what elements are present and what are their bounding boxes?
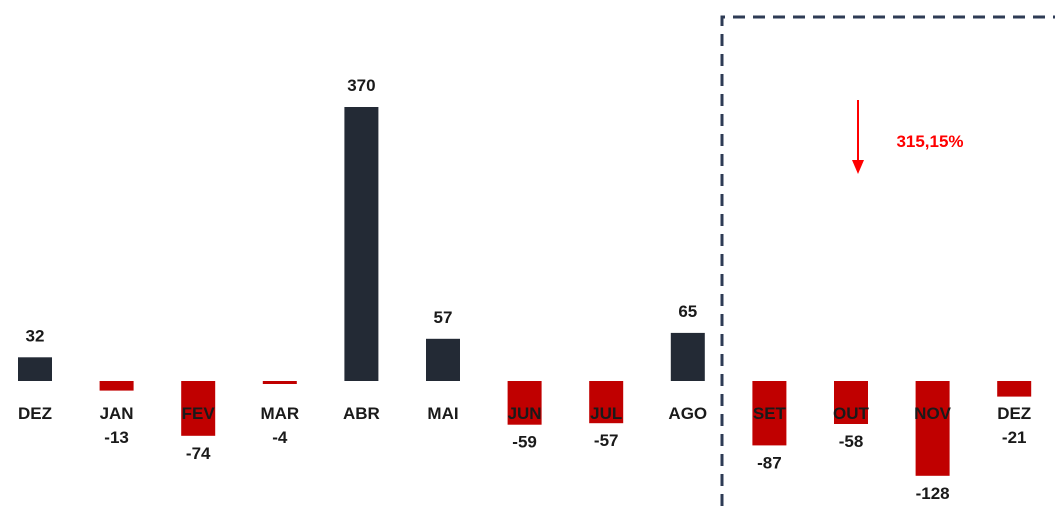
annotation-group: 315,15% <box>852 100 964 174</box>
category-label: MAR <box>260 404 299 423</box>
category-label: DEZ <box>997 404 1031 423</box>
value-label: 32 <box>26 326 45 345</box>
value-label: -74 <box>186 444 211 463</box>
category-label: SET <box>753 404 787 423</box>
bar-jan-1 <box>99 381 134 391</box>
bar-mar-3 <box>262 381 297 384</box>
category-label: ABR <box>343 404 380 423</box>
category-label: JAN <box>100 404 134 423</box>
bar-out-10 <box>834 381 868 424</box>
bars-layer <box>18 107 1032 476</box>
category-label: MAI <box>427 404 458 423</box>
labels-layer: DEZ 32 JAN -13 FEV -74 MAR -4 ABR 370 MAI 57 JUN -59 J… <box>18 76 1031 503</box>
value-label: 57 <box>434 308 453 327</box>
value-label: -21 <box>1002 428 1027 447</box>
value-label: -58 <box>839 432 864 451</box>
bar-set-9 <box>752 381 787 446</box>
bar-jul-7 <box>589 381 624 424</box>
value-label: -13 <box>104 428 129 447</box>
value-label: -57 <box>594 431 619 450</box>
value-label: -59 <box>512 433 537 452</box>
bar-nov-11 <box>915 381 950 476</box>
bar-mai-5 <box>426 338 460 381</box>
value-label: -87 <box>757 453 782 472</box>
bar-fev-2 <box>181 381 216 436</box>
bar-dez-12 <box>997 381 1032 397</box>
bar-jun-6 <box>507 381 542 425</box>
bar-ago-8 <box>670 332 705 381</box>
bar-dez-0 <box>18 357 52 381</box>
bar-abr-4 <box>344 107 379 381</box>
category-label: JUL <box>590 404 622 423</box>
annotation-percent-label: 315,15% <box>896 132 963 151</box>
down-arrow-head-icon <box>852 160 864 174</box>
category-label: JUN <box>508 404 542 423</box>
value-label: -4 <box>272 428 288 447</box>
highlight-box-dashed-border <box>720 15 1055 506</box>
category-label: FEV <box>182 404 216 423</box>
category-label: OUT <box>833 404 870 423</box>
value-label: -128 <box>916 484 950 503</box>
highlight-region <box>720 15 1055 506</box>
category-label: NOV <box>914 404 952 423</box>
value-label: 370 <box>347 76 375 95</box>
category-label: DEZ <box>18 404 52 423</box>
value-label: 65 <box>678 302 697 321</box>
category-label: AGO <box>668 404 707 423</box>
